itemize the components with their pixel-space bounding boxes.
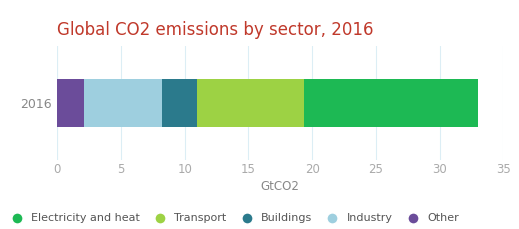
Bar: [84, 79, 161, 127]
Bar: [197, 79, 305, 127]
Legend: Electricity and heat, Transport, Buildings, Industry, Other: Electricity and heat, Transport, Buildin…: [6, 213, 459, 224]
Bar: [305, 79, 478, 127]
Bar: [57, 79, 84, 127]
Bar: [161, 79, 197, 127]
X-axis label: GtCO2: GtCO2: [261, 180, 299, 193]
Text: Global CO2 emissions by sector, 2016: Global CO2 emissions by sector, 2016: [57, 21, 374, 39]
